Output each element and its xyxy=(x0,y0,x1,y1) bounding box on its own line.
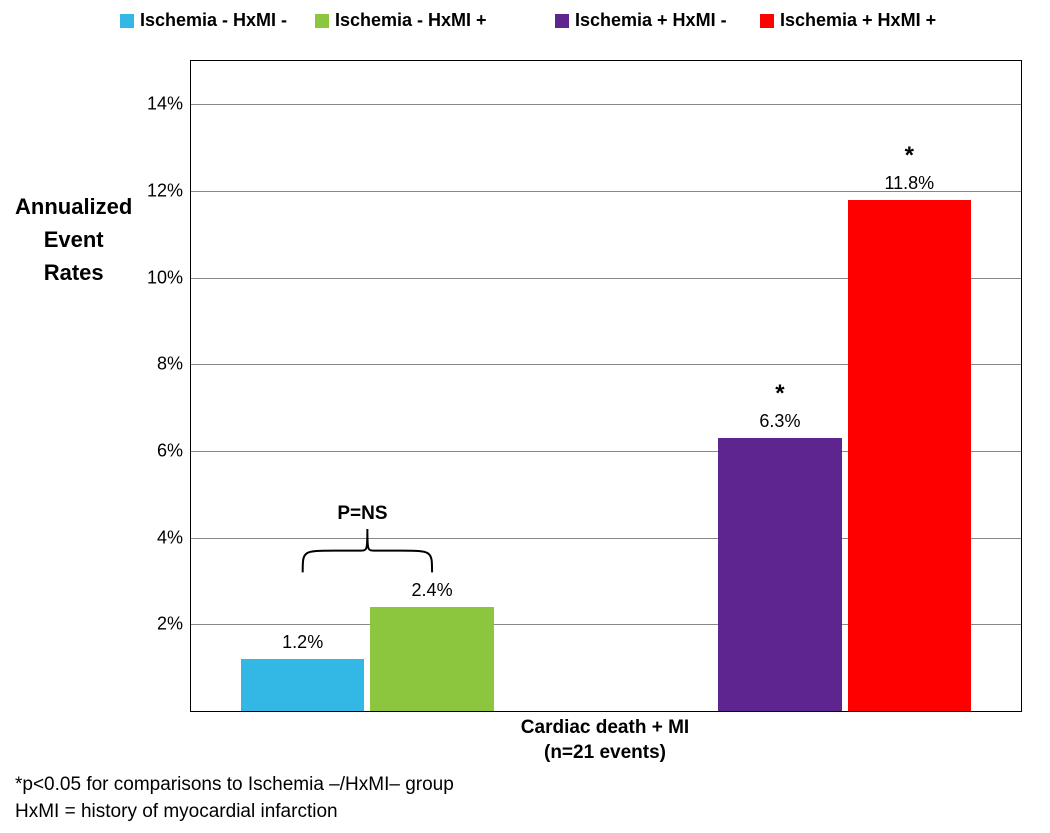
y-tick-label: 12% xyxy=(147,181,183,202)
y-tick-label: 2% xyxy=(157,614,183,635)
chart-container: Ischemia - HxMI - Ischemia - HxMI + Ischem… xyxy=(0,0,1050,833)
x-axis-label: Cardiac death + MI(n=21 events) xyxy=(485,716,725,765)
legend-item: Ischemia + HxMI - xyxy=(555,10,727,31)
footnote: *p<0.05 for comparisons to Ischemia –/Hx… xyxy=(15,772,454,825)
y-axis-title: AnnualizedEventRates xyxy=(15,190,132,289)
legend-label: Ischemia - HxMI - xyxy=(140,10,287,31)
legend: Ischemia - HxMI - Ischemia - HxMI + Ischem… xyxy=(120,10,1010,40)
y-axis-title-line: Annualized xyxy=(15,190,132,223)
y-axis-title-line: Rates xyxy=(15,256,132,289)
y-tick-label: 14% xyxy=(147,94,183,115)
legend-item: Ischemia - HxMI + xyxy=(315,10,487,31)
legend-label: Ischemia + HxMI + xyxy=(780,10,936,31)
legend-swatch xyxy=(760,14,774,28)
y-tick-label: 10% xyxy=(147,267,183,288)
legend-label: Ischemia - HxMI + xyxy=(335,10,487,31)
plot-area: 2%4%6%8%10%12%14%1.2%2.4%6.3%*11.8%*P=NS xyxy=(190,60,1022,712)
y-tick-label: 6% xyxy=(157,441,183,462)
legend-item: Ischemia - HxMI - xyxy=(120,10,287,31)
x-axis-label-line-1: Cardiac death + MI xyxy=(485,716,725,741)
legend-swatch xyxy=(315,14,329,28)
legend-item: Ischemia + HxMI + xyxy=(760,10,936,31)
legend-swatch xyxy=(555,14,569,28)
legend-label: Ischemia + HxMI - xyxy=(575,10,727,31)
legend-swatch xyxy=(120,14,134,28)
annotation-pns: P=NS xyxy=(337,503,387,525)
footnote-line-1: *p<0.05 for comparisons to Ischemia –/Hx… xyxy=(15,772,454,799)
y-tick-label: 4% xyxy=(157,527,183,548)
footnote-line-2: HxMI = history of myocardial infarction xyxy=(15,799,454,826)
y-axis-title-line: Event xyxy=(15,223,132,256)
x-axis-label-line-2: (n=21 events) xyxy=(485,741,725,766)
y-tick-label: 8% xyxy=(157,354,183,375)
brace-icon xyxy=(191,61,1021,711)
